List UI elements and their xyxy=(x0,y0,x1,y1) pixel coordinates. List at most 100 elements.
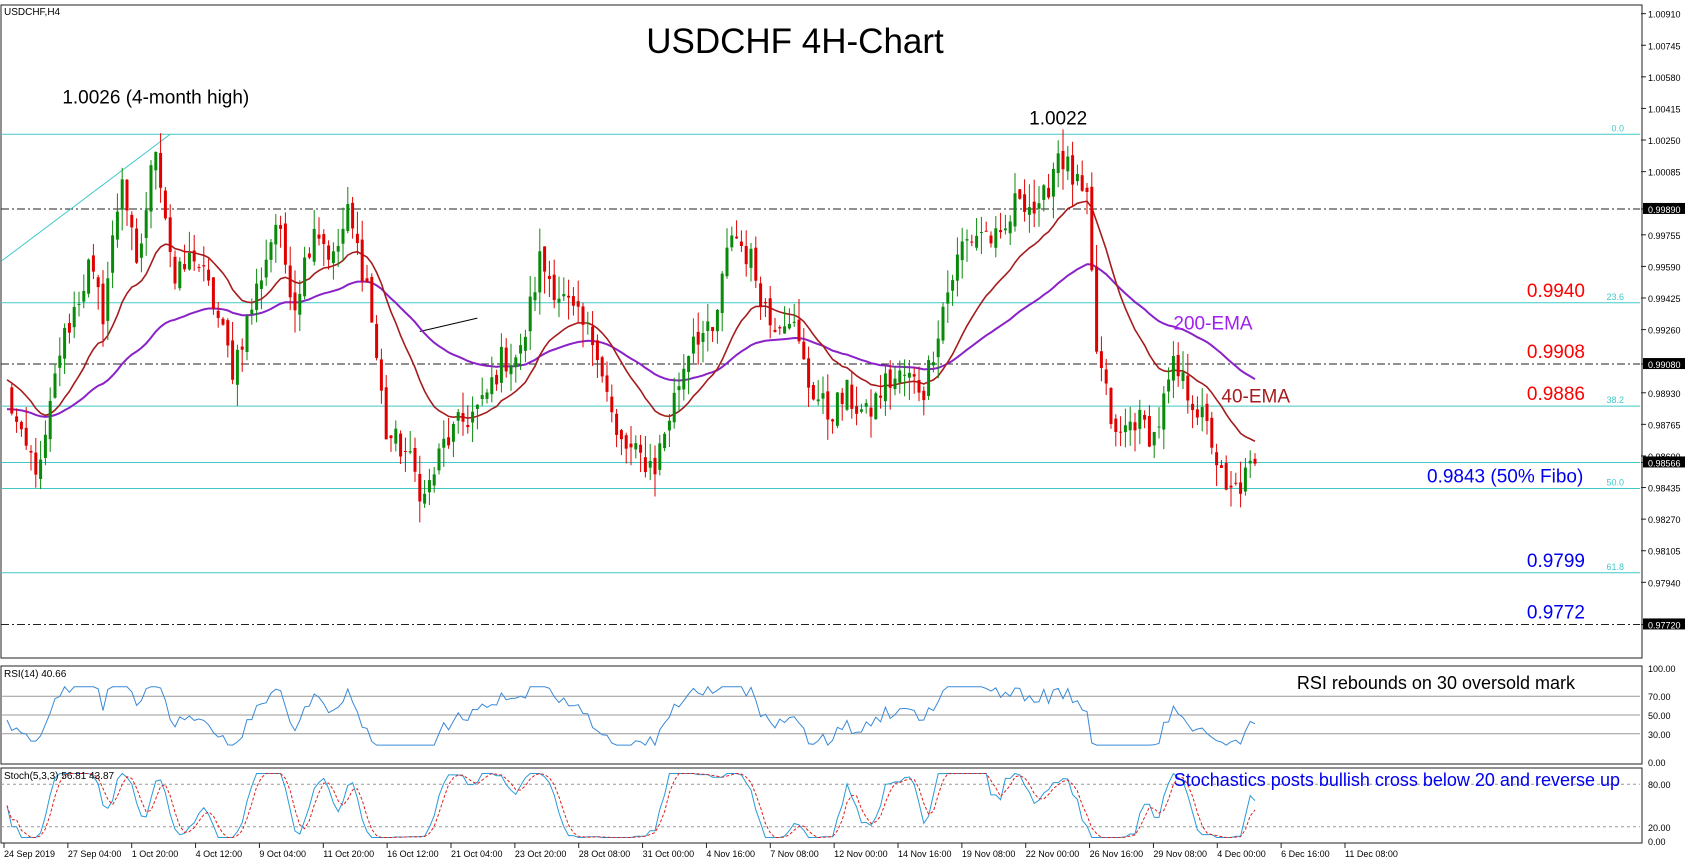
candle-body xyxy=(240,346,244,350)
candle-body xyxy=(413,447,417,472)
candle-body xyxy=(1123,425,1127,433)
candle-body xyxy=(1195,409,1199,418)
candle-body xyxy=(331,251,335,264)
x-tick-label: 21 Oct 04:00 xyxy=(451,849,503,859)
y-tick-highlight xyxy=(1643,202,1685,214)
candle-body xyxy=(691,336,695,354)
level-price-label: 0.9886 xyxy=(1527,384,1585,405)
candle-body xyxy=(490,377,494,395)
candle-body xyxy=(461,413,465,422)
candle-body xyxy=(1215,452,1219,466)
candle-body xyxy=(504,347,508,372)
candle-body xyxy=(811,385,815,400)
y-tick-label: 1.00580 xyxy=(1648,73,1681,83)
candle-body xyxy=(1080,175,1084,191)
candle-body xyxy=(1032,201,1036,214)
candle-body xyxy=(845,379,849,410)
candle-body xyxy=(1147,415,1151,447)
candle-body xyxy=(53,373,57,398)
x-tick-label: 9 Oct 04:00 xyxy=(259,849,306,859)
candle-body xyxy=(360,239,364,282)
y-tick-label: 0.97720 xyxy=(1648,620,1681,630)
candle-body xyxy=(139,243,143,258)
y-tick-highlight xyxy=(1643,456,1685,468)
candle-body xyxy=(931,362,935,366)
candle-body xyxy=(533,292,537,301)
candle-body xyxy=(778,327,782,329)
candle-body xyxy=(999,230,1003,233)
x-tick-label: 11 Dec 08:00 xyxy=(1345,849,1398,859)
candle-body xyxy=(975,235,979,248)
chart-title: USDCHF 4H-Chart xyxy=(646,22,944,61)
y-tick-highlight xyxy=(1643,358,1685,370)
level-price-label: 0.9843 (50% Fibo) xyxy=(1427,467,1583,488)
x-tick-label: 1 Oct 20:00 xyxy=(132,849,179,859)
x-tick-label: 23 Oct 20:00 xyxy=(515,849,567,859)
candle-body xyxy=(202,265,206,267)
candle-body xyxy=(43,434,47,458)
candle-body xyxy=(178,261,182,289)
stoch-tick-label: 20.00 xyxy=(1648,823,1671,833)
candle-body xyxy=(552,274,556,301)
y-tick-highlight xyxy=(1643,618,1685,630)
candle-body xyxy=(274,224,278,245)
candle-body xyxy=(399,433,403,457)
candle-body xyxy=(735,236,739,239)
candle-body xyxy=(1027,207,1031,215)
candle-body xyxy=(317,234,321,239)
candle-body xyxy=(216,310,220,318)
candle-body xyxy=(235,349,239,385)
candle-body xyxy=(802,341,806,360)
candle-body xyxy=(307,253,311,258)
candle-body xyxy=(600,357,604,377)
y-tick-label: 0.99080 xyxy=(1648,360,1681,370)
candle-body xyxy=(480,395,484,399)
candle-body xyxy=(970,241,974,243)
candle-body xyxy=(1219,465,1223,468)
candle-body xyxy=(149,165,153,212)
candle-body xyxy=(168,217,172,252)
candle-body xyxy=(1205,403,1209,421)
candle-body xyxy=(39,459,43,480)
ema40-line xyxy=(6,200,1256,443)
y-tick-label: 0.98765 xyxy=(1648,420,1681,430)
candle-body xyxy=(965,239,969,241)
candle-body xyxy=(658,443,662,470)
y-tick-label: 1.00250 xyxy=(1648,136,1681,146)
candle-body xyxy=(1186,375,1190,401)
y-tick-label: 0.98105 xyxy=(1648,547,1681,557)
candle-body xyxy=(874,393,878,420)
candle-body xyxy=(826,391,830,420)
candle-body xyxy=(634,443,638,450)
candle-body xyxy=(1051,168,1055,197)
candle-body xyxy=(303,257,307,297)
candle-body xyxy=(773,329,777,332)
candle-body xyxy=(211,277,215,309)
candle-body xyxy=(63,327,67,359)
candle-body xyxy=(672,392,676,423)
x-tick-label: 14 Nov 16:00 xyxy=(898,849,952,859)
candle-body xyxy=(879,395,883,398)
y-tick-label: 0.98930 xyxy=(1648,389,1681,399)
candle-body xyxy=(48,400,52,440)
x-tick-label: 27 Sep 04:00 xyxy=(68,849,122,859)
candle-body xyxy=(850,384,854,409)
candle-body xyxy=(615,413,619,435)
candle-body xyxy=(927,360,931,396)
candle-body xyxy=(226,320,230,346)
candle-body xyxy=(725,247,729,277)
fibo-label: 61.8 xyxy=(1606,562,1624,572)
candle-body xyxy=(1210,417,1214,448)
candle-body xyxy=(269,242,273,260)
candle-body xyxy=(255,283,259,310)
stoch-main-line xyxy=(6,772,1256,839)
candle-body xyxy=(115,211,119,240)
candle-body xyxy=(859,409,863,412)
x-tick-label: 7 Nov 08:00 xyxy=(770,849,819,859)
candle-body xyxy=(936,338,940,358)
candle-body xyxy=(187,252,191,270)
candle-body xyxy=(1224,463,1228,490)
trend-line xyxy=(419,317,478,332)
candle-body xyxy=(1200,407,1204,418)
